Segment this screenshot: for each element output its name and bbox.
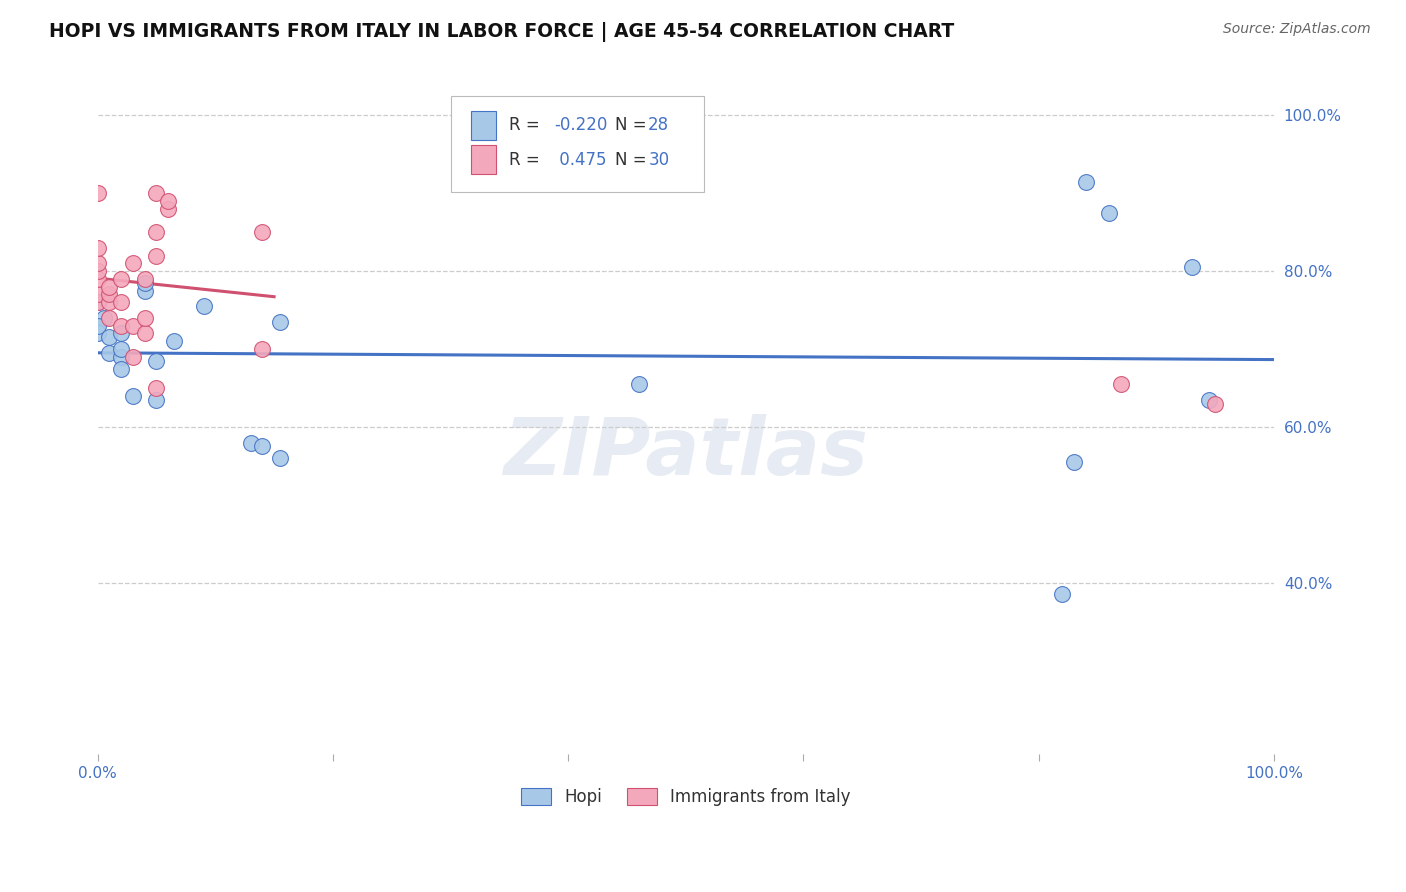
Point — [98, 295, 121, 310]
Point — [86, 295, 108, 310]
Point — [86, 186, 108, 201]
Text: N =: N = — [616, 151, 647, 169]
Point — [157, 194, 180, 208]
Point — [110, 342, 132, 356]
Point — [1198, 392, 1220, 407]
Text: Source: ZipAtlas.com: Source: ZipAtlas.com — [1223, 22, 1371, 37]
Point — [98, 346, 121, 360]
Legend: Hopi, Immigrants from Italy: Hopi, Immigrants from Italy — [513, 780, 859, 814]
Point — [86, 318, 108, 333]
Point — [86, 287, 108, 301]
Text: R =: R = — [509, 117, 540, 135]
Point — [110, 361, 132, 376]
FancyBboxPatch shape — [450, 96, 703, 192]
Point — [1063, 455, 1085, 469]
Point — [269, 451, 291, 466]
Point — [252, 439, 274, 453]
Point — [86, 326, 108, 341]
Point — [110, 295, 132, 310]
Point — [145, 381, 167, 395]
Point — [110, 272, 132, 286]
Point — [269, 315, 291, 329]
Point — [98, 279, 121, 293]
Text: HOPI VS IMMIGRANTS FROM ITALY IN LABOR FORCE | AGE 45-54 CORRELATION CHART: HOPI VS IMMIGRANTS FROM ITALY IN LABOR F… — [49, 22, 955, 42]
Point — [86, 264, 108, 278]
Point — [122, 350, 145, 364]
Point — [145, 186, 167, 201]
Point — [252, 342, 274, 356]
Point — [122, 256, 145, 270]
Point — [239, 435, 262, 450]
Point — [86, 256, 108, 270]
Point — [627, 377, 650, 392]
Point — [145, 248, 167, 262]
Point — [122, 389, 145, 403]
Text: N =: N = — [616, 117, 647, 135]
Text: R =: R = — [509, 151, 540, 169]
Point — [145, 353, 167, 368]
Point — [1204, 396, 1226, 410]
Point — [98, 287, 121, 301]
Point — [134, 310, 156, 325]
Point — [193, 299, 215, 313]
Point — [1052, 587, 1074, 601]
Text: ZIPatlas: ZIPatlas — [503, 414, 869, 491]
Text: 28: 28 — [648, 117, 669, 135]
Point — [157, 202, 180, 216]
Point — [86, 272, 108, 286]
Point — [134, 276, 156, 290]
Point — [86, 241, 108, 255]
Point — [145, 225, 167, 239]
Point — [252, 225, 274, 239]
Text: 30: 30 — [648, 151, 669, 169]
Point — [1074, 174, 1097, 188]
Text: -0.220: -0.220 — [554, 117, 607, 135]
Point — [110, 326, 132, 341]
Point — [110, 318, 132, 333]
Point — [1109, 377, 1132, 392]
Point — [1098, 205, 1121, 219]
Point — [1181, 260, 1204, 275]
Point — [163, 334, 186, 349]
FancyBboxPatch shape — [471, 111, 496, 140]
Text: 0.475: 0.475 — [554, 151, 606, 169]
Point — [98, 310, 121, 325]
Point — [145, 392, 167, 407]
Point — [110, 350, 132, 364]
Point — [98, 330, 121, 344]
Point — [93, 310, 115, 325]
Point — [134, 326, 156, 341]
Point — [134, 272, 156, 286]
FancyBboxPatch shape — [471, 145, 496, 174]
Point — [122, 318, 145, 333]
Point — [134, 284, 156, 298]
Point — [86, 295, 108, 310]
